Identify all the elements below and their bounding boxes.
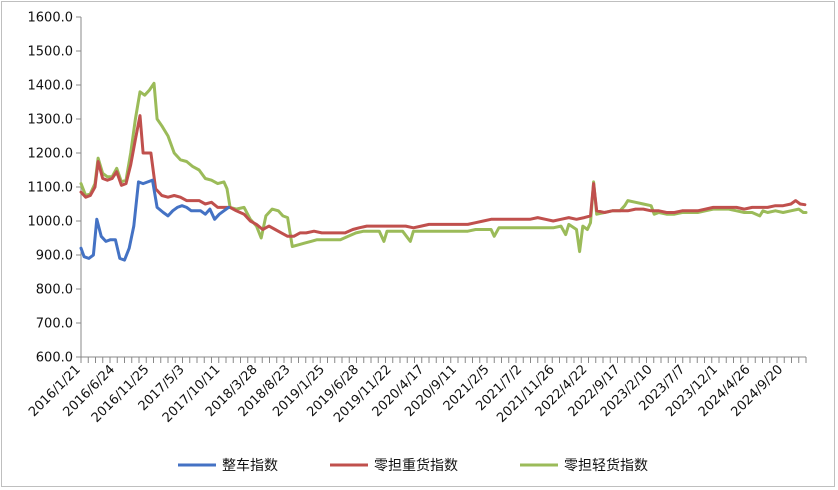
legend: 整车指数 零担重货指数 零担轻货指数 xyxy=(178,457,648,474)
y-tick-label: 1000.0 xyxy=(28,215,74,230)
y-tick-label: 1400.0 xyxy=(28,79,74,94)
y-tick-label: 700.0 xyxy=(36,317,73,332)
y-tick-label: 1500.0 xyxy=(28,45,74,60)
series-lines xyxy=(79,81,808,262)
series-line-0 xyxy=(79,178,231,262)
y-tick-label: 900.0 xyxy=(36,249,73,264)
y-tick-label: 1100.0 xyxy=(28,181,74,196)
y-tick-label: 1600.0 xyxy=(28,11,74,26)
y-tick-label: 800.0 xyxy=(36,283,73,298)
x-axis: 2016/1/212016/6/242016/11/252017/5/32017… xyxy=(26,356,807,426)
legend-label: 零担重货指数 xyxy=(374,457,458,474)
legend-label: 零担轻货指数 xyxy=(564,457,648,474)
series-line-1 xyxy=(79,114,807,238)
y-tick-label: 1300.0 xyxy=(28,113,74,128)
series-line-2 xyxy=(79,81,808,254)
legend-label: 整车指数 xyxy=(222,457,278,474)
y-tick-label: 1200.0 xyxy=(28,147,74,162)
y-axis: 600.0 700.0 800.0 900.0 1000.0 1100.0 1200.0 13… xyxy=(28,11,82,366)
y-tick-label: 600.0 xyxy=(36,351,73,366)
